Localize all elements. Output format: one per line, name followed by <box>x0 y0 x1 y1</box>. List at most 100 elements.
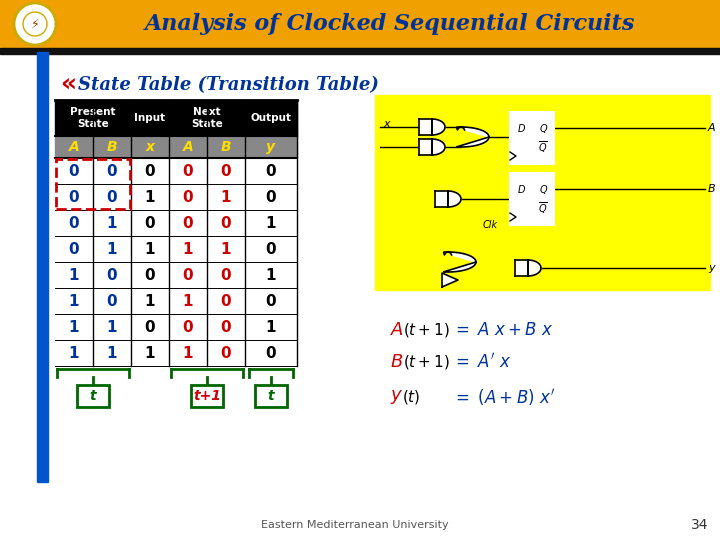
Text: 0: 0 <box>68 164 79 179</box>
Text: 0: 0 <box>107 190 117 205</box>
Circle shape <box>14 3 56 45</box>
Text: $= \ (\mathit{A} + \mathit{B}) \ x'$: $= \ (\mathit{A} + \mathit{B}) \ x'$ <box>452 387 555 408</box>
Text: 1: 1 <box>107 320 117 334</box>
Text: 0: 0 <box>221 164 231 179</box>
Text: 0: 0 <box>107 267 117 282</box>
Polygon shape <box>444 252 476 272</box>
Text: 0: 0 <box>145 267 156 282</box>
Text: Q: Q <box>539 124 546 134</box>
Bar <box>55 314 297 340</box>
Text: Eastern Mediterranean University: Eastern Mediterranean University <box>261 520 449 530</box>
Bar <box>55 184 297 210</box>
Text: 0: 0 <box>145 215 156 231</box>
Text: Output: Output <box>251 113 292 123</box>
Bar <box>375 95 710 290</box>
Bar <box>515 260 528 276</box>
Text: A: A <box>68 140 79 154</box>
Bar <box>419 119 432 135</box>
Text: ⚡: ⚡ <box>31 17 40 30</box>
Bar <box>37 52 48 482</box>
Text: 1: 1 <box>145 241 156 256</box>
Text: A: A <box>183 140 194 154</box>
Text: $(t+1)$: $(t+1)$ <box>403 353 450 371</box>
Text: 0: 0 <box>266 190 276 205</box>
Text: x: x <box>145 140 155 154</box>
Text: t: t <box>268 389 274 403</box>
Bar <box>131 136 169 158</box>
Text: B: B <box>221 140 231 154</box>
Text: Q: Q <box>539 185 546 195</box>
Bar <box>131 100 169 136</box>
Text: 0: 0 <box>221 346 231 361</box>
Text: State Table (Transition Table): State Table (Transition Table) <box>78 76 379 94</box>
Text: t: t <box>90 389 96 403</box>
Text: A: A <box>708 123 716 133</box>
Text: 0: 0 <box>266 241 276 256</box>
Text: 1: 1 <box>266 320 276 334</box>
Text: Input: Input <box>135 113 166 123</box>
Bar <box>169 100 245 136</box>
Text: $(t+1)$: $(t+1)$ <box>403 321 450 339</box>
Text: $\mathit{A}$: $\mathit{A}$ <box>390 321 404 339</box>
Bar <box>55 210 297 236</box>
Text: 0: 0 <box>266 294 276 308</box>
Bar <box>55 100 131 136</box>
Text: x: x <box>383 119 390 129</box>
Polygon shape <box>448 191 461 207</box>
Text: $(t)$: $(t)$ <box>402 388 420 406</box>
Bar <box>419 139 432 155</box>
Bar <box>510 173 554 225</box>
Text: Present
State: Present State <box>71 107 116 129</box>
Text: 1: 1 <box>183 241 193 256</box>
Text: $\overline{Q}$: $\overline{Q}$ <box>538 139 548 154</box>
Polygon shape <box>442 273 458 287</box>
Bar <box>0 48 720 54</box>
Text: 1: 1 <box>145 294 156 308</box>
Text: 1: 1 <box>183 294 193 308</box>
Text: B: B <box>708 184 716 194</box>
Text: Clk: Clk <box>482 220 498 230</box>
Text: 0: 0 <box>183 190 193 205</box>
Text: 0: 0 <box>183 215 193 231</box>
Text: 0: 0 <box>221 320 231 334</box>
Text: 1: 1 <box>107 241 117 256</box>
Bar <box>55 158 297 184</box>
Text: 1: 1 <box>145 190 156 205</box>
Bar <box>0 0 720 48</box>
Bar <box>55 262 297 288</box>
Text: B: B <box>107 140 117 154</box>
Text: 1: 1 <box>145 346 156 361</box>
Text: 34: 34 <box>691 518 708 532</box>
Text: 1: 1 <box>107 346 117 361</box>
Bar <box>55 236 297 262</box>
Text: 1: 1 <box>107 215 117 231</box>
Bar <box>55 340 297 366</box>
Text: 0: 0 <box>266 346 276 361</box>
Text: «: « <box>60 73 76 97</box>
Text: y: y <box>708 263 715 273</box>
Text: 0: 0 <box>183 267 193 282</box>
Bar <box>435 191 448 207</box>
Text: 1: 1 <box>221 190 231 205</box>
Text: Analysis of Clocked Sequential Circuits: Analysis of Clocked Sequential Circuits <box>145 13 635 35</box>
Bar <box>55 136 93 158</box>
Bar <box>207 136 245 158</box>
Polygon shape <box>432 139 445 155</box>
FancyBboxPatch shape <box>191 385 223 407</box>
Text: 0: 0 <box>68 241 79 256</box>
Bar <box>245 136 297 158</box>
Text: $\mathit{B}$: $\mathit{B}$ <box>390 353 403 371</box>
Text: D: D <box>517 185 525 195</box>
Bar <box>55 100 297 366</box>
Text: 1: 1 <box>68 320 79 334</box>
Polygon shape <box>432 119 445 135</box>
Text: $\overline{Q}$: $\overline{Q}$ <box>538 200 548 215</box>
Text: 0: 0 <box>183 164 193 179</box>
Text: 0: 0 <box>68 215 79 231</box>
Text: 1: 1 <box>68 346 79 361</box>
Text: $\mathit{y}$: $\mathit{y}$ <box>390 388 403 406</box>
Text: 0: 0 <box>107 294 117 308</box>
FancyBboxPatch shape <box>77 385 109 407</box>
Text: 1: 1 <box>183 346 193 361</box>
Text: 0: 0 <box>221 267 231 282</box>
